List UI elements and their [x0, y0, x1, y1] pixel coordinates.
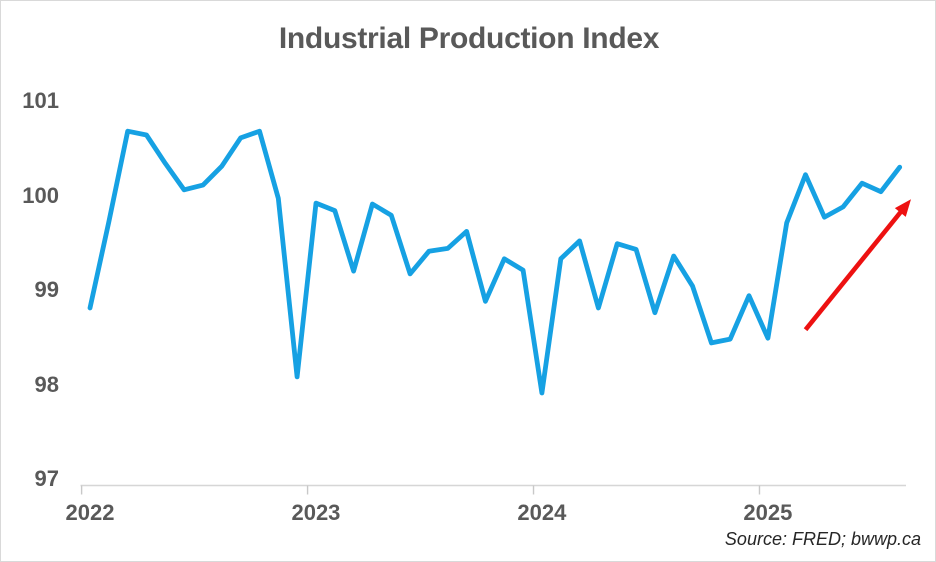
y-axis-label-100: 100 [22, 182, 59, 208]
ipi-line-series [87, 128, 903, 396]
y-axis-label-99: 99 [34, 277, 59, 302]
trend-arrow-shaft [803, 209, 904, 332]
y-axis-label-101: 101 [22, 88, 59, 113]
trend-arrow-head [894, 199, 911, 217]
trend-arrow [803, 199, 911, 332]
source-note: Source: FRED; bwwp.ca [724, 529, 921, 549]
y-axis-labels: 101 100 99 98 97 [1, 1, 59, 561]
x-axis-label-2024: 2024 [517, 500, 567, 525]
y-axis-label-97: 97 [34, 466, 59, 491]
x-axis-label-2023: 2023 [291, 500, 341, 525]
y-axis-label-98: 98 [34, 371, 59, 397]
x-axis-label-2025: 2025 [743, 500, 793, 525]
x-axis-ticks [80, 485, 761, 495]
chart-title: Industrial Production Index [278, 22, 660, 55]
x-axis-label-2022: 2022 [65, 500, 115, 525]
